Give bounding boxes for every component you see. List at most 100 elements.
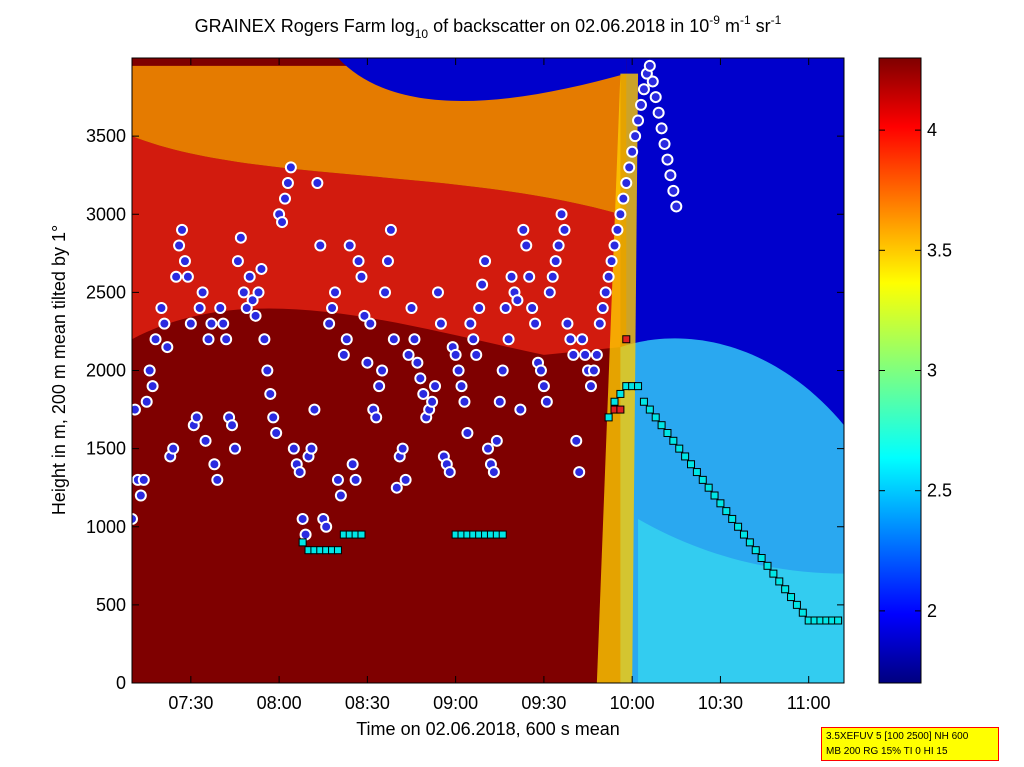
data-point-square — [775, 577, 784, 586]
data-point-circle — [431, 286, 444, 299]
data-point-circle — [364, 317, 377, 330]
data-point-circle — [658, 137, 671, 150]
data-point-circle — [667, 184, 680, 197]
data-point-square — [757, 554, 766, 562]
data-point-circle — [664, 169, 677, 182]
data-point-square — [675, 444, 684, 453]
data-point-circle — [529, 317, 542, 330]
data-point-square — [834, 616, 843, 625]
data-point-circle — [467, 333, 480, 346]
data-point-square — [669, 436, 678, 445]
data-point-square — [728, 514, 737, 523]
data-point-circle — [449, 348, 462, 361]
plot-area — [132, 58, 844, 683]
data-point-circle — [561, 317, 574, 330]
data-point-square — [745, 538, 754, 547]
data-point-circle — [352, 255, 365, 268]
data-point-circle — [323, 317, 336, 330]
svg-text:GRAINEX Rogers Farm log10 of b: GRAINEX Rogers Farm log10 of backscatter… — [195, 13, 782, 41]
data-point-circle — [426, 395, 439, 408]
data-point-circle — [490, 434, 503, 447]
data-point-circle — [176, 223, 189, 236]
data-point-circle — [552, 239, 565, 252]
data-point-circle — [649, 91, 662, 104]
data-point-square — [610, 397, 619, 406]
data-point-circle — [502, 333, 515, 346]
data-point-circle — [593, 317, 606, 330]
data-point-circle — [190, 411, 203, 424]
data-point-circle — [296, 512, 309, 525]
data-point-square — [616, 405, 625, 414]
data-point-square — [704, 483, 713, 492]
data-point-circle — [540, 395, 553, 408]
heat-transition — [596, 73, 639, 683]
data-point-square — [657, 421, 666, 430]
chart-title: GRAINEX Rogers Farm log10 of backscatter… — [195, 13, 782, 41]
data-point-circle — [170, 270, 183, 283]
data-point-circle — [405, 302, 418, 314]
data-point-circle — [576, 333, 589, 346]
x-tick-label: 10:00 — [610, 693, 655, 713]
data-point-circle — [146, 380, 159, 393]
data-point-circle — [537, 380, 550, 393]
data-point-circle — [482, 442, 494, 455]
y-tick-label: 1000 — [86, 517, 126, 537]
data-point-circle — [361, 356, 374, 369]
data-point-circle — [228, 442, 241, 455]
data-point-circle — [329, 286, 342, 299]
data-point-circle — [134, 489, 147, 502]
data-point-circle — [520, 239, 533, 252]
data-point-circle — [249, 309, 262, 322]
colorbar: 2 2.5 3 3.5 4 — [878, 57, 952, 684]
data-point-circle — [543, 286, 556, 299]
colorbar-tick-label: 2 — [927, 601, 937, 621]
data-point-circle — [496, 364, 509, 377]
x-tick-label: 10:30 — [698, 693, 743, 713]
data-point-circle — [278, 192, 291, 205]
data-point-circle — [132, 512, 138, 525]
data-point-circle — [370, 411, 383, 424]
data-point-circle — [132, 403, 141, 416]
data-point-circle — [549, 255, 562, 268]
data-point-square — [739, 530, 748, 539]
data-point-circle — [605, 255, 618, 268]
data-point-square — [622, 335, 631, 344]
data-point-circle — [326, 302, 339, 314]
data-point-circle — [596, 302, 609, 314]
y-tick-label: 2500 — [86, 282, 126, 302]
data-point-circle — [399, 473, 412, 486]
data-point-circle — [479, 255, 492, 268]
data-point-circle — [470, 348, 483, 361]
data-point-circle — [517, 223, 530, 236]
data-point-circle — [493, 395, 506, 408]
data-point-circle — [526, 302, 539, 314]
data-point-circle — [337, 348, 350, 361]
data-point-circle — [211, 473, 224, 486]
data-point-circle — [376, 364, 389, 377]
data-point-circle — [620, 177, 633, 189]
data-point-circle — [237, 286, 250, 299]
data-point-circle — [505, 270, 518, 283]
data-point-circle — [599, 286, 612, 299]
data-point-circle — [455, 380, 468, 393]
data-point-circle — [270, 427, 283, 439]
data-point-circle — [343, 239, 356, 252]
data-point-square — [357, 530, 366, 539]
data-point-circle — [243, 270, 256, 283]
data-point-circle — [499, 302, 512, 314]
heat-aerosol-edge — [132, 65, 621, 215]
x-axis: 07:30 08:00 08:30 09:00 09:30 10:00 10:30 11:00 — [168, 58, 831, 713]
x-tick-label: 08:00 — [257, 693, 302, 713]
data-point-circle — [558, 223, 571, 236]
data-point-circle — [387, 333, 400, 346]
data-point-circle — [258, 333, 271, 346]
data-point-circle — [281, 177, 294, 189]
data-point-circle — [276, 216, 289, 229]
data-point-circle — [355, 270, 368, 283]
parameter-box: 3.5XEFUV 5 [100 2500] NH 600 MB 200 RG 1… — [821, 727, 999, 761]
data-point-square — [498, 530, 507, 539]
y-tick-label: 1500 — [86, 439, 126, 459]
data-point-circle — [661, 153, 674, 166]
data-point-circle — [626, 145, 639, 158]
data-point-circle — [487, 466, 500, 479]
